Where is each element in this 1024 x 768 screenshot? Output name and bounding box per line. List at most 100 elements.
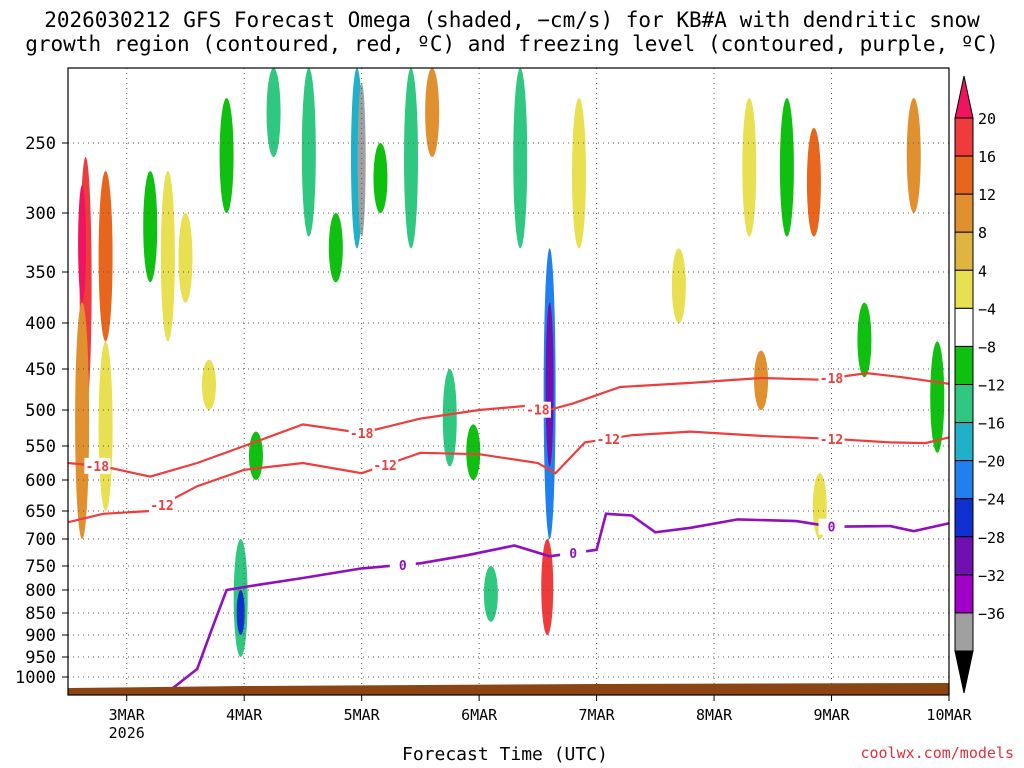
colorbar-swatch: [954, 193, 974, 233]
contour-label: -12: [597, 433, 620, 448]
x-tick-label: 3MAR: [109, 706, 146, 724]
contour-label-bg: [389, 556, 416, 573]
x-tick-label: 8MAR: [696, 706, 733, 724]
contour-label: 0: [399, 559, 407, 574]
contour-label-bg: [84, 457, 111, 474]
omega-region: [357, 83, 366, 237]
plot-frame: [67, 67, 950, 696]
title-line-1: 2026030212 GFS Forecast Omega (shaded, −…: [44, 8, 980, 32]
colorbar-swatch: [954, 307, 974, 347]
y-tick-label: 600: [25, 471, 56, 491]
colorbar-swatch: [954, 155, 974, 195]
terrain: [68, 683, 949, 695]
colorbar-swatch: [954, 117, 974, 157]
x-tick-label: 7MAR: [579, 706, 616, 724]
surface-terrain: [68, 683, 949, 695]
contour-label-bg: [372, 457, 399, 474]
omega-region: [178, 212, 193, 303]
x-axis-label: Forecast Time (UTC): [402, 744, 608, 765]
contour-label-bg: [560, 545, 587, 562]
y-tick-label: 950: [25, 648, 56, 668]
x-tick-label: 10MAR: [926, 706, 972, 724]
omega-region: [857, 302, 872, 378]
y-tick-label: 700: [25, 530, 56, 550]
colorbar-label: −12: [978, 377, 1005, 395]
contour-label: 0: [828, 521, 836, 536]
omega-region: [545, 302, 554, 467]
contour-label: -12: [373, 459, 396, 474]
omega-region: [906, 98, 921, 213]
y-tick-label: 800: [25, 581, 56, 601]
chart-title: 2026030212 GFS Forecast Omega (shaded, −…: [0, 8, 1024, 56]
y-tick-label: 1000: [15, 668, 56, 688]
x-tick-label: 5MAR: [344, 706, 381, 724]
contour-label: -12: [150, 499, 173, 514]
omega-shading: [75, 68, 945, 657]
x-tick-label: 4MAR: [226, 706, 263, 724]
contours: -18 -18 -18 -18 -12 -12 -12 -12 0 0 0: [68, 370, 949, 694]
colorbar-label: 20: [978, 110, 996, 128]
contour-label: -18: [86, 460, 110, 475]
omega-region: [301, 68, 316, 237]
omega-region: [930, 341, 945, 453]
grid-lines: [68, 68, 949, 695]
contour-label-bg: [818, 518, 845, 535]
omega-region: [571, 98, 586, 249]
colorbar-swatch: [954, 536, 974, 576]
colorbar-swatch: [954, 345, 974, 385]
contour-label-bg: [348, 425, 375, 442]
contour-label: -18: [526, 404, 550, 419]
y-tick-label: 850: [25, 604, 56, 624]
contour-label: -12: [820, 433, 843, 448]
omega-region: [201, 359, 216, 410]
omega-region: [266, 68, 281, 157]
y-tick-label: 550: [25, 437, 56, 457]
omega-region: [671, 248, 686, 323]
y-tick-label: 900: [25, 626, 56, 646]
x-tick-sublabel: 2026: [109, 724, 145, 742]
omega-region: [754, 350, 769, 410]
y-tick-label: 450: [25, 360, 56, 380]
contour-label-bg: [818, 370, 845, 387]
omega-region: [513, 68, 528, 249]
colorbar-label: −36: [978, 605, 1005, 623]
colorbar-label: −28: [978, 529, 1005, 547]
omega-region: [98, 341, 113, 512]
colorbar-swatch: [954, 231, 974, 271]
y-axis: 2503003504004505005506006507007508008509…: [15, 134, 68, 688]
colorbar-swatch: [954, 498, 974, 538]
colorbar-label: 8: [978, 224, 987, 242]
contour-label: 0: [569, 547, 577, 562]
colorbar-label: 16: [978, 148, 996, 166]
omega-region: [742, 98, 757, 237]
omega-region: [143, 171, 158, 283]
colorbar-label: −20: [978, 453, 1005, 471]
y-tick-label: 350: [25, 263, 56, 283]
omega-region: [75, 302, 90, 539]
y-tick-label: 750: [25, 557, 56, 577]
colorbar-swatch: [954, 574, 974, 614]
omega-region: [425, 68, 440, 157]
y-tick-label: 500: [25, 401, 56, 421]
omega-region: [541, 539, 554, 635]
contour-label-bg: [148, 496, 175, 513]
colorbar-swatch: [954, 460, 974, 500]
colorbar-label: 12: [978, 186, 996, 204]
omega-region: [160, 171, 175, 342]
omega-region: [466, 424, 481, 481]
omega-region: [442, 369, 457, 467]
colorbar: 20 16 12 8 4 −4 −8 −12 −16 −20 −24 −28 −32 −36: [954, 75, 1005, 694]
title-line-2: growth region (contoured, red, ºC) and f…: [25, 32, 999, 56]
contour-label: -18: [350, 427, 374, 442]
contour-label-bg: [818, 430, 845, 447]
colorbar-swatch: [954, 384, 974, 424]
contour-label: -18: [820, 372, 844, 387]
omega-region: [219, 98, 234, 213]
colorbar-label: −8: [978, 338, 996, 356]
omega-region: [78, 185, 87, 303]
colorbar-swatch: [954, 422, 974, 462]
source-credit: coolwx.com/models: [860, 744, 1014, 762]
contour-label-bg: [524, 401, 551, 418]
